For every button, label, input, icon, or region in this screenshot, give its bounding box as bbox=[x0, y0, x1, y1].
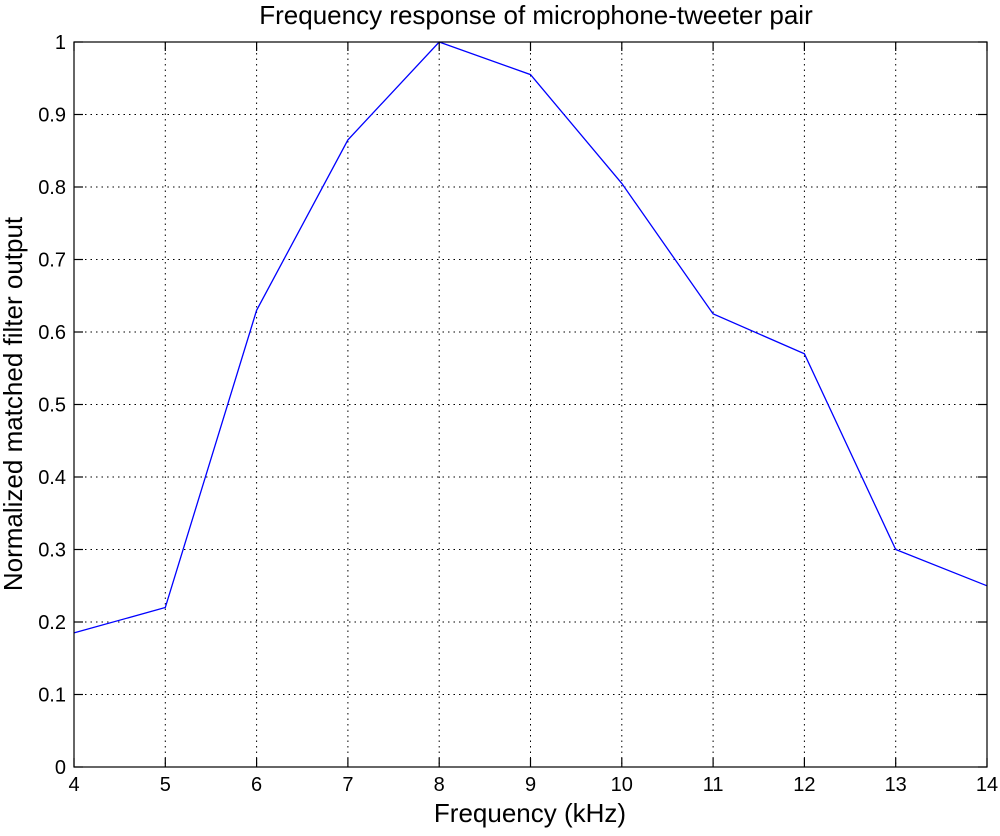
axis-ticks bbox=[73, 41, 988, 768]
series-layer bbox=[73, 41, 988, 634]
y-tick-label: 0.3 bbox=[38, 540, 66, 562]
chart-title: Frequency response of microphone-tweeter… bbox=[259, 0, 813, 30]
x-tick-label: 9 bbox=[525, 774, 536, 796]
x-tick-label: 11 bbox=[703, 774, 724, 796]
y-tick-label: 1 bbox=[55, 32, 66, 54]
y-tick-label: 0.6 bbox=[38, 322, 66, 344]
x-tick-label: 12 bbox=[793, 774, 815, 796]
x-axis-label: Frequency (kHz) bbox=[434, 798, 626, 828]
x-tick-label: 4 bbox=[68, 774, 79, 796]
x-tick-label: 5 bbox=[160, 774, 171, 796]
y-tick-label: 0.9 bbox=[38, 105, 66, 127]
grid-lines bbox=[74, 42, 987, 767]
x-tick-labels: 4 5 6 7 8 9 10 11 12 13 14 bbox=[68, 774, 998, 796]
y-tick-label: 0 bbox=[55, 757, 66, 779]
y-tick-label: 0.4 bbox=[38, 467, 66, 489]
y-tick-label: 0.2 bbox=[38, 612, 66, 634]
y-tick-label: 0.1 bbox=[38, 685, 66, 707]
y-tick-label: 0.8 bbox=[38, 177, 66, 199]
x-tick-label: 8 bbox=[434, 774, 445, 796]
y-tick-label: 0.7 bbox=[38, 250, 66, 272]
series-line bbox=[73, 41, 988, 634]
y-tick-label: 0.5 bbox=[38, 395, 66, 417]
x-tick-label: 14 bbox=[976, 774, 998, 796]
x-tick-label: 10 bbox=[611, 774, 633, 796]
y-tick-labels: 0 0.1 0.2 0.3 0.4 0.5 0.6 0.7 0.8 0.9 1 bbox=[38, 32, 66, 779]
y-axis-label: Normalized matched filter output bbox=[0, 216, 28, 591]
x-tick-label: 7 bbox=[342, 774, 353, 796]
x-tick-label: 13 bbox=[885, 774, 907, 796]
x-tick-label: 6 bbox=[251, 774, 262, 796]
